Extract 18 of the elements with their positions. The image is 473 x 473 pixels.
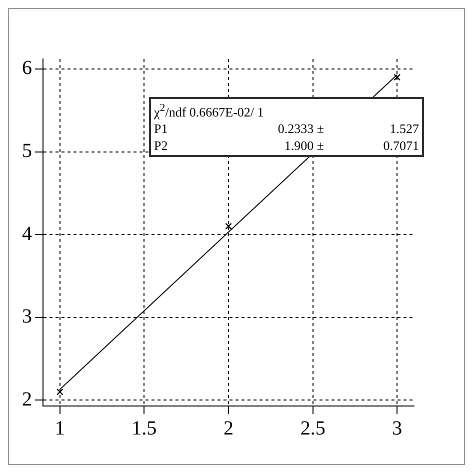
- annotation: 0.7071: [382, 137, 419, 154]
- annotation: 1.900 ±: [283, 137, 324, 154]
- y-tick-label: 2: [22, 388, 32, 410]
- annotation: 0.2333 ±: [276, 120, 324, 138]
- annotation: χ$^{2}$/ndf 0.6667E-02/ 1: [154, 101, 265, 120]
- y-tick-label: 3: [22, 306, 32, 328]
- y-tick-label: 5: [22, 140, 32, 162]
- annotation: P1: [154, 120, 169, 138]
- y-tick-label: 6: [22, 57, 32, 80]
- point: [225, 222, 232, 230]
- x-tick-label: 1.5: [132, 417, 157, 440]
- annotation: 1.527: [388, 120, 419, 138]
- x-tick-label: 2: [224, 417, 234, 440]
- x-tick-label: 1: [54, 417, 65, 440]
- annotation: P2: [154, 137, 169, 154]
- y-tick-label: 4: [22, 222, 32, 245]
- x-tick-label: 2.5: [300, 417, 326, 440]
- x-tick-label: 3: [392, 417, 402, 440]
